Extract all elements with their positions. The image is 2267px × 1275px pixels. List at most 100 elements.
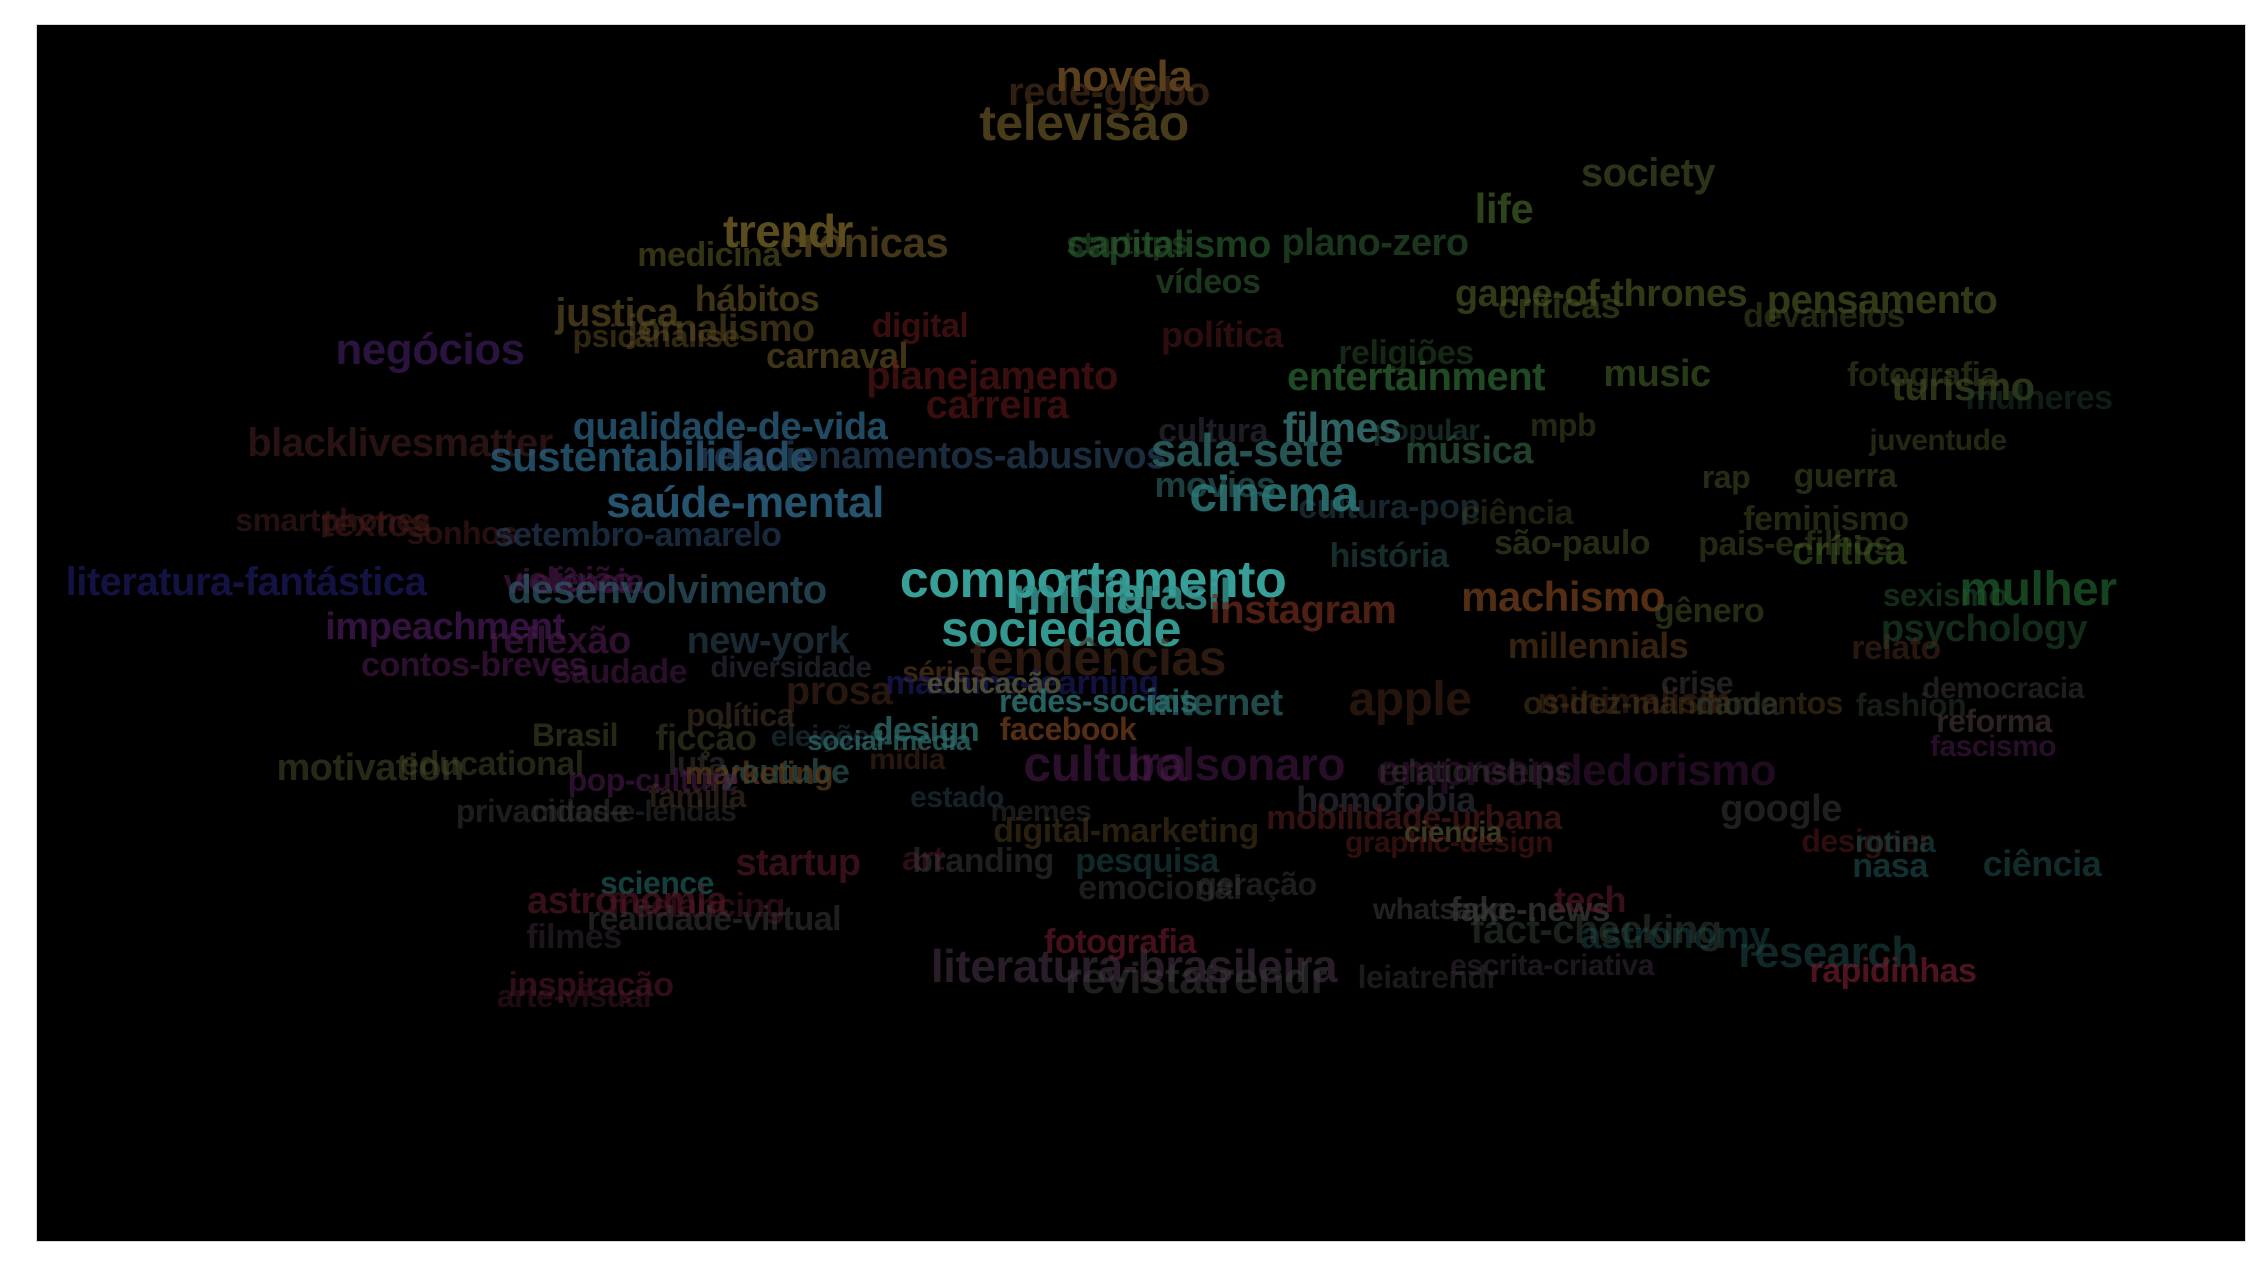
tag-word[interactable]: violência	[503, 563, 645, 601]
tag-word[interactable]: designer	[1801, 823, 1931, 859]
tag-word[interactable]: família	[648, 778, 746, 814]
tag-word[interactable]: google	[1720, 788, 1842, 830]
tag-word[interactable]: capitalismo	[1067, 224, 1271, 266]
tag-word[interactable]: digital-marketing	[993, 812, 1259, 850]
tag-word[interactable]: art	[902, 840, 944, 878]
tag-word[interactable]: relacionamentos-abusivos	[699, 435, 1167, 477]
tag-word[interactable]: digital	[871, 307, 969, 345]
tag-word[interactable]: fashion	[1855, 687, 1967, 723]
tag-word[interactable]: mídia	[869, 743, 945, 776]
tag-word[interactable]: psicanálise	[572, 318, 740, 354]
tag-word[interactable]: vídeos	[1155, 263, 1261, 301]
tag-word[interactable]: tech	[1553, 879, 1627, 920]
tag-word[interactable]: sociedade	[940, 601, 1182, 657]
tag-word[interactable]: política	[1160, 314, 1284, 355]
tag-word[interactable]: feminismo	[1743, 500, 1909, 538]
tag-word[interactable]: realidade-virtual	[586, 900, 842, 938]
tag-word[interactable]: textos	[321, 503, 431, 545]
tag-word[interactable]: qualidade-de-vida	[572, 406, 888, 448]
tag-word[interactable]: fotografia	[1044, 923, 1196, 961]
tag-word[interactable]: smartphones	[235, 502, 431, 538]
tag-word[interactable]: inspiração	[508, 966, 674, 1004]
tag-word[interactable]: tendências	[969, 630, 1227, 686]
tag-word[interactable]: pensamento	[1766, 278, 1998, 322]
tag-word[interactable]: psychology	[1880, 608, 2088, 650]
tag-word[interactable]: startups	[1065, 225, 1189, 261]
tag-word[interactable]: música	[1405, 430, 1533, 472]
tag-word[interactable]: religiões	[1338, 334, 1474, 372]
tag-word[interactable]: os-dez-mandamentos	[1523, 685, 1843, 721]
tag-word[interactable]: cinema	[1189, 466, 1359, 522]
tag-word[interactable]: hábitos	[694, 278, 820, 319]
tag-word[interactable]: Brasil	[532, 717, 618, 753]
tag-word[interactable]: rapidinhas	[1809, 952, 1977, 990]
tag-word[interactable]: astronomy	[1580, 915, 1770, 957]
tag-word[interactable]: pesquisa	[1075, 842, 1219, 880]
tag-word[interactable]: freelancing	[609, 887, 785, 925]
tag-word[interactable]: televisão	[979, 95, 1189, 151]
tag-word[interactable]: reforma	[1936, 703, 2052, 739]
tag-word[interactable]: fotografia	[1847, 356, 1999, 394]
tag-word[interactable]: negócios	[335, 325, 525, 374]
tag-word[interactable]: prosa	[785, 669, 893, 713]
tag-word[interactable]: internet	[1147, 682, 1283, 724]
tag-word[interactable]: design	[872, 711, 980, 749]
tag-word[interactable]: machine-learning	[885, 664, 1159, 702]
tag-word[interactable]: eleições	[770, 720, 886, 753]
tag-word[interactable]: crítica	[1791, 529, 1907, 573]
tag-word[interactable]: luta	[667, 745, 727, 783]
tag-word[interactable]: fake-news	[1450, 891, 1610, 929]
tag-word[interactable]: mídia	[1011, 567, 1145, 625]
tag-word[interactable]: setembro-amarelo	[494, 516, 782, 554]
tag-word[interactable]: nasa	[1852, 847, 1928, 885]
tag-word[interactable]: ficção	[655, 717, 757, 758]
tag-word[interactable]: apple	[1348, 673, 1472, 726]
tag-word[interactable]: planejamento	[866, 354, 1118, 398]
tag-word[interactable]: redes-sociais	[998, 683, 1198, 719]
tag-word[interactable]: relationships	[1378, 753, 1572, 789]
tag-word[interactable]: brasil	[1116, 570, 1232, 619]
tag-word[interactable]: rap	[1701, 459, 1751, 495]
tag-word[interactable]: filmes	[1282, 404, 1402, 451]
tag-word[interactable]: mulheres	[1965, 379, 2113, 417]
tag-word[interactable]: trendr	[723, 205, 853, 257]
tag-word[interactable]: saudade	[552, 653, 688, 691]
tag-word[interactable]: fact-checking	[1470, 908, 1722, 952]
tag-word[interactable]: revistatrendr	[1064, 954, 1328, 1003]
tag-word[interactable]: turismo	[1891, 365, 2035, 409]
tag-word[interactable]: game-of-thrones	[1454, 273, 1748, 315]
tag-word[interactable]: society	[1580, 151, 1716, 195]
tag-word[interactable]: minimalism	[1537, 680, 1731, 721]
tag-word[interactable]: leiatrendr	[1357, 959, 1499, 995]
tag-word[interactable]: política	[685, 697, 795, 733]
tag-word[interactable]: millennials	[1507, 625, 1689, 666]
tag-word[interactable]: instagram	[1209, 588, 1397, 632]
tag-word[interactable]: mpb	[1529, 407, 1597, 443]
tag-word[interactable]: educational	[400, 745, 584, 783]
tag-word[interactable]: democracia	[1922, 672, 2084, 705]
tag-word[interactable]: facebook	[999, 711, 1137, 747]
tag-word[interactable]: entertainment	[1287, 355, 1546, 399]
tag-word[interactable]: graphic-design	[1344, 826, 1554, 859]
tag-word[interactable]: cultura	[1158, 412, 1268, 450]
tag-word[interactable]: juventude	[1869, 424, 2007, 457]
tag-word[interactable]: carreira	[925, 383, 1069, 427]
tag-word[interactable]: homofobia	[1296, 779, 1476, 820]
tag-word[interactable]: life	[1474, 185, 1534, 232]
tag-word[interactable]: novela	[1055, 52, 1193, 101]
tag-word[interactable]: music	[1603, 353, 1711, 395]
tag-word[interactable]: plano-zero	[1281, 222, 1469, 264]
tag-word[interactable]: mitos-e-lendas	[531, 795, 737, 828]
tag-word[interactable]: new-york	[686, 620, 850, 662]
tag-word[interactable]: sustentabilidade	[489, 433, 813, 480]
tag-word[interactable]: memes	[990, 795, 1092, 828]
tag-word[interactable]: pop-culture	[567, 762, 739, 798]
tag-word[interactable]: popular	[1372, 414, 1480, 447]
tag-word[interactable]: marketing	[684, 755, 834, 791]
tag-word[interactable]: comportamento	[899, 551, 1287, 609]
tag-word[interactable]: crise	[1660, 665, 1734, 701]
tag-word[interactable]: emocional	[1078, 869, 1242, 907]
tag-word[interactable]: cultura-pop	[1298, 488, 1480, 526]
tag-word[interactable]: rotina	[1854, 826, 1936, 859]
tag-word[interactable]: ciencia	[1403, 816, 1503, 849]
